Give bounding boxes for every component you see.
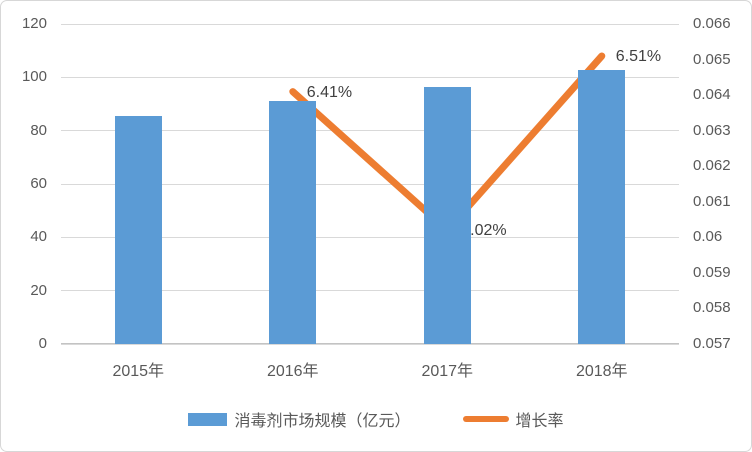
legend-item-market-size[interactable]: 消毒剂市场规模（亿元） xyxy=(188,407,411,431)
x-axis-label: 2016年 xyxy=(266,363,319,380)
bar[interactable] xyxy=(269,101,317,344)
plot-area xyxy=(61,23,679,345)
right-axis-tick: 0.06 xyxy=(693,228,723,246)
right-axis-tick: 0.062 xyxy=(693,157,731,175)
right-axis-tick: 0.065 xyxy=(693,50,731,68)
gridline xyxy=(61,130,679,132)
line-point-label: 6.02% xyxy=(461,222,507,240)
right-axis-tick: 0.058 xyxy=(693,299,731,317)
left-axis-tick: 100 xyxy=(21,68,47,86)
right-axis-tick: 0.063 xyxy=(693,121,731,139)
line-point-label: 6.51% xyxy=(615,48,662,65)
left-axis-tick: 120 xyxy=(21,15,47,32)
right-axis-tick: 0.059 xyxy=(693,263,731,281)
bar[interactable] xyxy=(423,86,471,344)
legend-label-market-size: 消毒剂市场规模（亿元） xyxy=(234,413,411,430)
line-point-label: 6.41% xyxy=(306,83,353,101)
legend-item-growth-rate[interactable]: 增长率 xyxy=(462,407,564,431)
gridline xyxy=(61,23,679,25)
right-axis-tick: 0.061 xyxy=(693,192,731,210)
left-axis-tick: 80 xyxy=(30,121,47,139)
x-axis-label: 2015年 xyxy=(112,363,165,380)
left-axis-tick: 40 xyxy=(30,228,47,246)
gridline xyxy=(61,290,679,292)
gridline xyxy=(61,236,679,238)
gridline xyxy=(61,183,679,185)
bar[interactable] xyxy=(578,69,626,344)
bar[interactable] xyxy=(114,116,162,344)
right-axis-tick: 0.064 xyxy=(693,86,731,104)
left-axis-tick: 0 xyxy=(38,335,47,352)
right-axis-tick: 0.066 xyxy=(693,15,731,32)
bar-series-swatch-icon xyxy=(188,412,228,426)
left-axis-tick: 20 xyxy=(30,281,47,299)
x-axis-line xyxy=(61,343,679,344)
right-axis-tick: 0.057 xyxy=(693,335,731,352)
gridline xyxy=(61,343,679,345)
gridline xyxy=(61,76,679,78)
legend-label-growth-rate: 增长率 xyxy=(515,413,564,430)
x-axis-label: 2017年 xyxy=(421,363,474,380)
line-series-swatch-icon xyxy=(462,416,509,422)
left-axis-tick: 60 xyxy=(30,175,47,192)
legend: 消毒剂市场规模（亿元） 增长率 xyxy=(1,407,751,431)
x-axis-label: 2018年 xyxy=(575,363,628,380)
